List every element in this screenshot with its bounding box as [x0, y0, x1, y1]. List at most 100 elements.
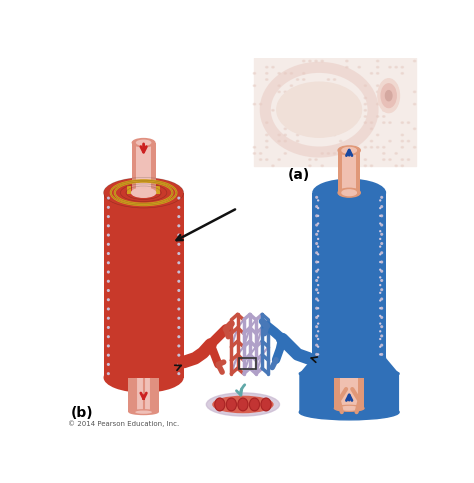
Bar [255, 58, 416, 166]
Ellipse shape [328, 350, 371, 367]
Ellipse shape [272, 159, 274, 160]
Ellipse shape [380, 343, 383, 347]
Ellipse shape [338, 354, 360, 362]
Ellipse shape [259, 85, 262, 86]
Ellipse shape [352, 128, 354, 129]
Ellipse shape [253, 72, 255, 74]
Ellipse shape [284, 79, 286, 80]
Ellipse shape [177, 317, 181, 320]
Ellipse shape [395, 79, 397, 80]
Ellipse shape [177, 252, 181, 255]
Ellipse shape [309, 97, 311, 99]
Ellipse shape [413, 103, 416, 105]
Ellipse shape [364, 103, 366, 105]
Ellipse shape [376, 134, 379, 136]
Ellipse shape [380, 279, 383, 282]
Bar [115, 193, 173, 378]
Ellipse shape [177, 335, 181, 338]
Ellipse shape [379, 330, 382, 332]
Ellipse shape [265, 91, 268, 93]
Ellipse shape [321, 60, 323, 62]
Ellipse shape [379, 345, 382, 348]
Bar [126, 193, 161, 378]
Ellipse shape [315, 196, 318, 199]
Ellipse shape [107, 326, 110, 329]
Ellipse shape [132, 138, 155, 147]
Ellipse shape [321, 97, 323, 99]
Ellipse shape [265, 128, 268, 129]
Ellipse shape [370, 67, 373, 68]
Ellipse shape [401, 110, 403, 111]
Ellipse shape [317, 214, 319, 217]
Ellipse shape [177, 233, 181, 237]
Ellipse shape [107, 280, 110, 283]
Ellipse shape [352, 122, 354, 124]
Ellipse shape [315, 91, 317, 93]
Ellipse shape [379, 269, 382, 271]
Ellipse shape [401, 146, 403, 148]
Ellipse shape [352, 79, 354, 80]
Ellipse shape [265, 116, 268, 117]
Ellipse shape [327, 141, 329, 142]
Ellipse shape [305, 100, 333, 119]
Ellipse shape [346, 60, 348, 62]
Ellipse shape [215, 398, 225, 411]
Ellipse shape [315, 288, 318, 291]
Ellipse shape [309, 103, 311, 105]
Ellipse shape [376, 146, 379, 148]
Ellipse shape [315, 279, 318, 282]
Ellipse shape [379, 307, 382, 310]
Ellipse shape [177, 308, 181, 311]
Ellipse shape [290, 72, 292, 74]
Ellipse shape [290, 97, 292, 99]
Ellipse shape [177, 261, 181, 264]
Ellipse shape [364, 122, 366, 124]
Ellipse shape [111, 180, 176, 205]
Ellipse shape [107, 317, 110, 320]
Ellipse shape [323, 183, 376, 203]
Ellipse shape [413, 128, 416, 129]
Ellipse shape [284, 134, 286, 136]
Ellipse shape [327, 97, 329, 99]
Ellipse shape [378, 79, 400, 113]
Ellipse shape [290, 146, 292, 148]
Ellipse shape [379, 338, 382, 340]
Ellipse shape [346, 91, 348, 93]
Ellipse shape [265, 67, 268, 68]
Ellipse shape [383, 60, 385, 62]
Ellipse shape [278, 153, 280, 154]
Ellipse shape [352, 72, 354, 74]
Ellipse shape [379, 238, 382, 240]
Ellipse shape [321, 165, 323, 167]
Ellipse shape [327, 146, 329, 148]
Ellipse shape [319, 347, 380, 370]
Ellipse shape [107, 298, 110, 301]
Ellipse shape [319, 181, 380, 204]
Ellipse shape [296, 159, 299, 160]
Ellipse shape [339, 165, 342, 167]
Ellipse shape [364, 116, 366, 117]
Ellipse shape [383, 122, 385, 124]
Ellipse shape [380, 270, 383, 273]
Ellipse shape [284, 60, 286, 62]
Ellipse shape [317, 230, 319, 232]
Ellipse shape [342, 190, 356, 196]
Ellipse shape [317, 276, 319, 279]
Ellipse shape [380, 242, 383, 245]
Ellipse shape [315, 343, 318, 347]
Text: © 2014 Pearson Education, Inc.: © 2014 Pearson Education, Inc. [68, 420, 179, 427]
Ellipse shape [333, 85, 336, 86]
Ellipse shape [238, 398, 248, 411]
Ellipse shape [302, 85, 305, 86]
Ellipse shape [259, 67, 262, 68]
Ellipse shape [317, 345, 319, 348]
Ellipse shape [315, 214, 318, 217]
Ellipse shape [296, 95, 342, 125]
Ellipse shape [333, 186, 365, 199]
Ellipse shape [107, 206, 110, 209]
Ellipse shape [315, 353, 318, 356]
Bar [128, 378, 159, 412]
Ellipse shape [317, 353, 319, 355]
Bar [338, 193, 360, 358]
Ellipse shape [296, 67, 299, 68]
